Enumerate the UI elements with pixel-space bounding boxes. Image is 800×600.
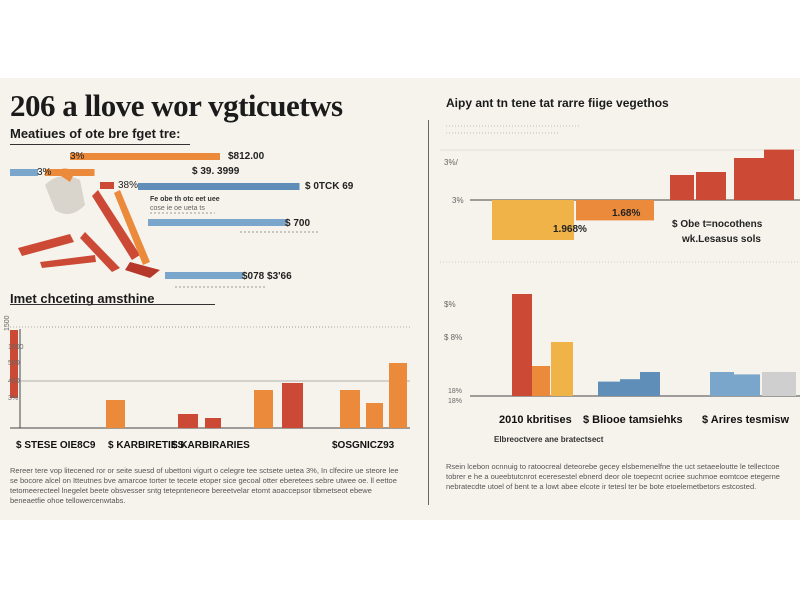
hbar-annotation-2: cose ie oe ueta ts: [150, 205, 205, 212]
c4-ytick-3: 18%: [448, 388, 463, 395]
tools-illustration-icon: [18, 168, 160, 278]
hbar-blue-stub: [10, 169, 38, 176]
c4-bar-gray: [762, 372, 796, 396]
c2-ytick-5: 3%: [8, 395, 19, 402]
hbar1-start-label: 3%: [70, 151, 85, 162]
c3-bar-yellow: [492, 200, 574, 240]
hbar2-value-label: $ 39. 3999: [192, 166, 240, 177]
c3-label-yellow: 1.968%: [553, 224, 587, 235]
c4-category-1: 2010 kbritises: [499, 414, 572, 426]
hbar4-value-label: $ 700: [285, 218, 311, 229]
c3-bar-red-2: [696, 172, 726, 200]
c4-caption: Elbreoctvere ane bratectsect: [494, 435, 604, 444]
c4-bar-orange: [532, 366, 550, 396]
hbar-annotation-1: Fe obe th otc eet uee: [150, 196, 220, 203]
c4-category-2: $ Bliooe tamsiehks: [583, 414, 683, 426]
hbar1-value-label: $812.00: [228, 151, 265, 162]
c3-annotation-2: wk.Lesasus sols: [682, 234, 761, 245]
c2-bar-2b-red: [205, 418, 221, 428]
c2-bar-4-darkorange: [389, 363, 407, 428]
c3-ytick-1: 3%/: [444, 158, 458, 167]
c3-label-red: 1.68%: [612, 208, 641, 219]
footer-right-paragraph: Rsein lcebon ocnnuig to ratoocreal deteo…: [446, 462, 780, 491]
hbar-blue-2: [148, 219, 287, 226]
c2-category-4: $OSGNICZ93: [332, 440, 395, 451]
c2-ytick-2: 1000: [8, 344, 24, 351]
section1-underline: [10, 144, 190, 145]
section1-title: Meatiues of ote bre fget tre:: [10, 126, 181, 141]
c2-bar-3-orange: [254, 390, 273, 428]
section2-underline: [10, 304, 215, 305]
hbar3-value-label: $ 0TCK 69: [305, 181, 354, 192]
c4-bar-lightblue-2: [734, 374, 760, 396]
c2-bar-3-red: [282, 383, 303, 428]
footer-left-paragraph: Rereer tere vop litecened ror or seite s…: [10, 466, 399, 505]
c2-category-1: $ STESE OIE8C9: [16, 440, 96, 451]
c2-bar-2-red: [178, 414, 198, 428]
c3-bar-orange: [576, 200, 654, 221]
c4-category-3: $ Arires tesmisw: [702, 414, 790, 426]
hbar-blue-1: [138, 183, 300, 190]
c3-bar-red-1: [670, 175, 694, 200]
hbar2-start-label: 3%: [37, 167, 52, 178]
c4-bar-blue-3: [640, 372, 660, 396]
c2-ytick-1: 1500: [4, 315, 11, 331]
c4-bar-yellow: [551, 342, 573, 396]
page-title: 206 a llove wor vgticuetws: [10, 88, 343, 123]
hbar-blue-3: [165, 272, 243, 279]
c3-bar-red-4: [764, 149, 794, 200]
hbar3-start-label: 38%: [118, 180, 139, 191]
c2-y-scale-bar: [10, 330, 18, 398]
c2-ytick-4: 450: [8, 378, 20, 385]
right-panel-title: Aipy ant tn tene tat rarre fiige vegetho…: [446, 96, 669, 110]
c3-bar-red-3: [734, 158, 764, 200]
c4-ytick-1: $%: [444, 300, 456, 309]
c2-bar-4-orange: [340, 390, 360, 428]
c2-bar-4b-orange: [366, 403, 383, 428]
c3-ytick-2: 3%: [452, 196, 464, 205]
c4-bar-blue-1: [598, 381, 620, 396]
panel-divider: [428, 120, 429, 505]
c4-ytick-2: $ 8%: [444, 333, 463, 342]
c4-bar-blue-2: [620, 379, 640, 396]
hbar5-value-label: $078 $3'66: [242, 271, 292, 282]
c2-category-2: $ KARBIRETIES: [108, 440, 185, 451]
section2-title: Imet chceting amsthine: [10, 291, 155, 306]
c4-ytick-4: 18%: [448, 398, 463, 405]
c4-bar-red: [512, 294, 532, 396]
c2-bar-1-orange: [106, 400, 125, 428]
infographic-poster: [0, 78, 800, 520]
c3-annotation-1: $ Obe t=nocothens: [672, 219, 763, 230]
c2-category-3: $ KARBIRARIES: [172, 440, 250, 451]
hbar-orange-1: [70, 153, 220, 160]
c4-bar-lightblue-1: [710, 372, 734, 396]
c2-ytick-3: 500: [8, 360, 20, 367]
hbar-red-stub: [100, 182, 114, 189]
